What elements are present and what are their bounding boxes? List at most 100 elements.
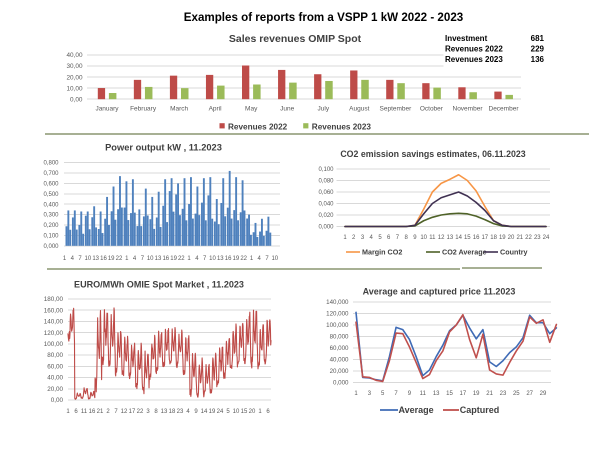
- svg-text:Captured: Captured: [460, 405, 500, 415]
- svg-text:15: 15: [464, 235, 471, 241]
- svg-text:20,00: 20,00: [47, 386, 63, 393]
- svg-text:0,000: 0,000: [43, 244, 59, 250]
- svg-text:30,00: 30,00: [67, 63, 83, 70]
- svg-text:5: 5: [378, 235, 382, 241]
- svg-text:6: 6: [266, 409, 270, 415]
- svg-text:0,200: 0,200: [43, 223, 59, 229]
- svg-text:17: 17: [481, 235, 488, 241]
- svg-text:60,000: 60,000: [330, 345, 349, 352]
- svg-text:21: 21: [486, 391, 493, 397]
- svg-text:June: June: [280, 106, 294, 113]
- svg-text:8: 8: [154, 409, 158, 415]
- svg-text:20,000: 20,000: [330, 368, 349, 375]
- svg-text:4: 4: [71, 256, 75, 262]
- svg-text:13: 13: [161, 409, 168, 415]
- svg-text:Revenues 2022: Revenues 2022: [445, 45, 503, 54]
- svg-text:7: 7: [394, 391, 398, 397]
- svg-text:40,00: 40,00: [47, 375, 63, 382]
- svg-text:Revenues 2023: Revenues 2023: [312, 122, 372, 131]
- svg-text:0,100: 0,100: [43, 234, 59, 240]
- svg-text:180,00: 180,00: [44, 296, 64, 303]
- svg-text:100,000: 100,000: [326, 322, 349, 329]
- svg-text:3: 3: [368, 391, 372, 397]
- svg-text:May: May: [245, 106, 258, 113]
- svg-text:1: 1: [343, 235, 347, 241]
- svg-text:1: 1: [125, 256, 129, 262]
- svg-text:1: 1: [250, 256, 254, 262]
- svg-text:15: 15: [446, 391, 453, 397]
- svg-text:7: 7: [114, 409, 118, 415]
- svg-text:27: 27: [526, 391, 533, 397]
- svg-text:October: October: [420, 106, 444, 113]
- svg-text:1: 1: [258, 409, 262, 415]
- svg-text:229: 229: [531, 45, 545, 54]
- svg-text:1: 1: [66, 409, 70, 415]
- svg-text:4: 4: [133, 256, 137, 262]
- svg-text:80,000: 80,000: [330, 334, 349, 341]
- svg-text:11: 11: [420, 391, 427, 397]
- svg-text:136: 136: [531, 55, 545, 64]
- svg-text:23: 23: [500, 391, 507, 397]
- svg-text:July: July: [318, 106, 330, 113]
- svg-text:5: 5: [381, 391, 385, 397]
- svg-text:EURO/MWh OMIE Spot Market , 11: EURO/MWh OMIE Spot Market , 11.2023: [74, 280, 244, 290]
- svg-text:3: 3: [361, 235, 365, 241]
- svg-text:February: February: [130, 106, 157, 113]
- svg-text:0,040: 0,040: [318, 202, 334, 208]
- svg-text:23: 23: [534, 235, 541, 241]
- svg-text:September: September: [380, 106, 413, 113]
- svg-text:5: 5: [226, 409, 230, 415]
- svg-text:CO2 emission savings estimates: CO2 emission savings estimates, 06.11.20…: [340, 149, 525, 159]
- svg-text:13: 13: [433, 391, 440, 397]
- svg-text:10: 10: [147, 256, 154, 262]
- svg-text:0,400: 0,400: [43, 202, 59, 208]
- svg-text:19: 19: [233, 256, 240, 262]
- svg-text:17: 17: [129, 409, 136, 415]
- svg-text:August: August: [349, 106, 369, 113]
- svg-text:22: 22: [137, 409, 144, 415]
- svg-text:March: March: [170, 106, 188, 113]
- svg-text:19: 19: [209, 409, 216, 415]
- svg-text:22: 22: [178, 256, 185, 262]
- svg-text:13: 13: [447, 235, 454, 241]
- svg-text:22: 22: [525, 235, 532, 241]
- svg-text:17: 17: [460, 391, 467, 397]
- svg-text:15: 15: [241, 409, 248, 415]
- svg-text:11: 11: [81, 409, 88, 415]
- svg-text:19: 19: [170, 256, 177, 262]
- svg-text:13: 13: [155, 256, 162, 262]
- svg-text:12: 12: [121, 409, 128, 415]
- svg-text:681: 681: [531, 34, 545, 43]
- svg-text:160,00: 160,00: [44, 307, 64, 314]
- svg-text:18: 18: [490, 235, 497, 241]
- svg-text:24: 24: [543, 235, 550, 241]
- svg-text:10: 10: [209, 256, 216, 262]
- svg-text:4: 4: [258, 256, 262, 262]
- svg-text:100,00: 100,00: [44, 341, 64, 348]
- svg-text:April: April: [209, 106, 223, 113]
- svg-text:4: 4: [370, 235, 374, 241]
- svg-text:16: 16: [162, 256, 169, 262]
- svg-text:0,00: 0,00: [51, 397, 64, 404]
- svg-text:Power output kW , 11.2023: Power output kW , 11.2023: [105, 143, 222, 153]
- svg-text:14: 14: [201, 409, 208, 415]
- svg-text:16: 16: [473, 235, 480, 241]
- svg-text:13: 13: [217, 256, 224, 262]
- svg-text:0,800: 0,800: [43, 161, 59, 167]
- svg-text:9: 9: [413, 235, 417, 241]
- svg-text:6: 6: [387, 235, 391, 241]
- svg-text:Examples of reports from a VSP: Examples of reports from a VSPP 1 kW 202…: [184, 11, 464, 24]
- svg-text:0,100: 0,100: [318, 167, 334, 173]
- svg-text:24: 24: [217, 409, 224, 415]
- svg-text:16: 16: [89, 409, 96, 415]
- svg-text:10: 10: [85, 256, 92, 262]
- svg-text:14: 14: [455, 235, 462, 241]
- svg-text:4: 4: [195, 256, 199, 262]
- svg-text:10,00: 10,00: [67, 85, 83, 92]
- svg-text:19: 19: [499, 235, 506, 241]
- svg-text:13: 13: [92, 256, 99, 262]
- svg-text:4: 4: [186, 409, 190, 415]
- svg-text:21: 21: [97, 409, 104, 415]
- svg-text:16: 16: [100, 256, 107, 262]
- svg-text:7: 7: [396, 235, 400, 241]
